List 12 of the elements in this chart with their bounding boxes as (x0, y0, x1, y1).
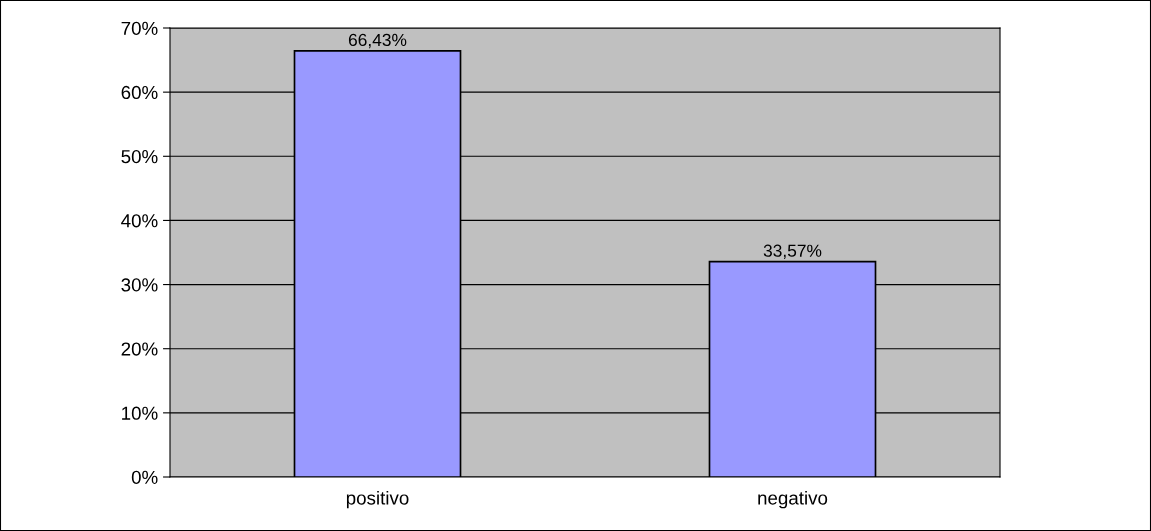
y-tick-label: 30% (121, 278, 158, 292)
y-tick-label: 50% (121, 149, 158, 164)
data-label: 66,43% (348, 33, 407, 49)
y-tick-label: 70% (121, 21, 158, 35)
data-label: 33,57% (763, 244, 822, 259)
y-tick-label: 40% (121, 214, 158, 228)
x-tick-label: positivo (346, 490, 409, 509)
y-tick-label: 10% (122, 406, 158, 420)
y-tick-label: 20% (121, 342, 158, 356)
y-tick-label: 60% (121, 85, 158, 100)
y-tick-label: 0% (131, 470, 158, 484)
x-tick-label: negativo (758, 490, 828, 509)
